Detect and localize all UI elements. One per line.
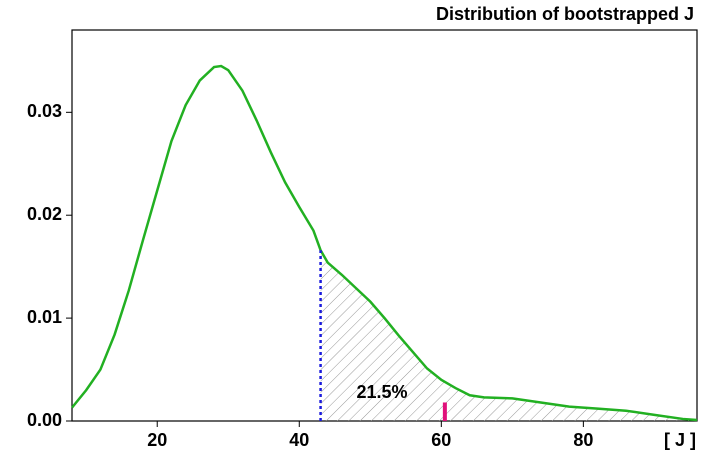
annotation: 21.5% bbox=[356, 382, 407, 402]
y-tick-label: 0.00 bbox=[27, 410, 62, 430]
x-tick-label: 60 bbox=[431, 430, 451, 450]
y-tick-label: 0.01 bbox=[27, 307, 62, 327]
chart-title: Distribution of bootstrapped J bbox=[436, 4, 694, 24]
x-axis-label: [ J ] bbox=[664, 430, 696, 450]
x-tick-label: 80 bbox=[573, 430, 593, 450]
x-tick-label: 20 bbox=[147, 430, 167, 450]
y-tick-label: 0.03 bbox=[27, 101, 62, 121]
x-tick-label: 40 bbox=[289, 430, 309, 450]
density-line bbox=[71, 64, 698, 422]
y-tick-label: 0.02 bbox=[27, 204, 62, 224]
tail-area bbox=[320, 250, 697, 421]
